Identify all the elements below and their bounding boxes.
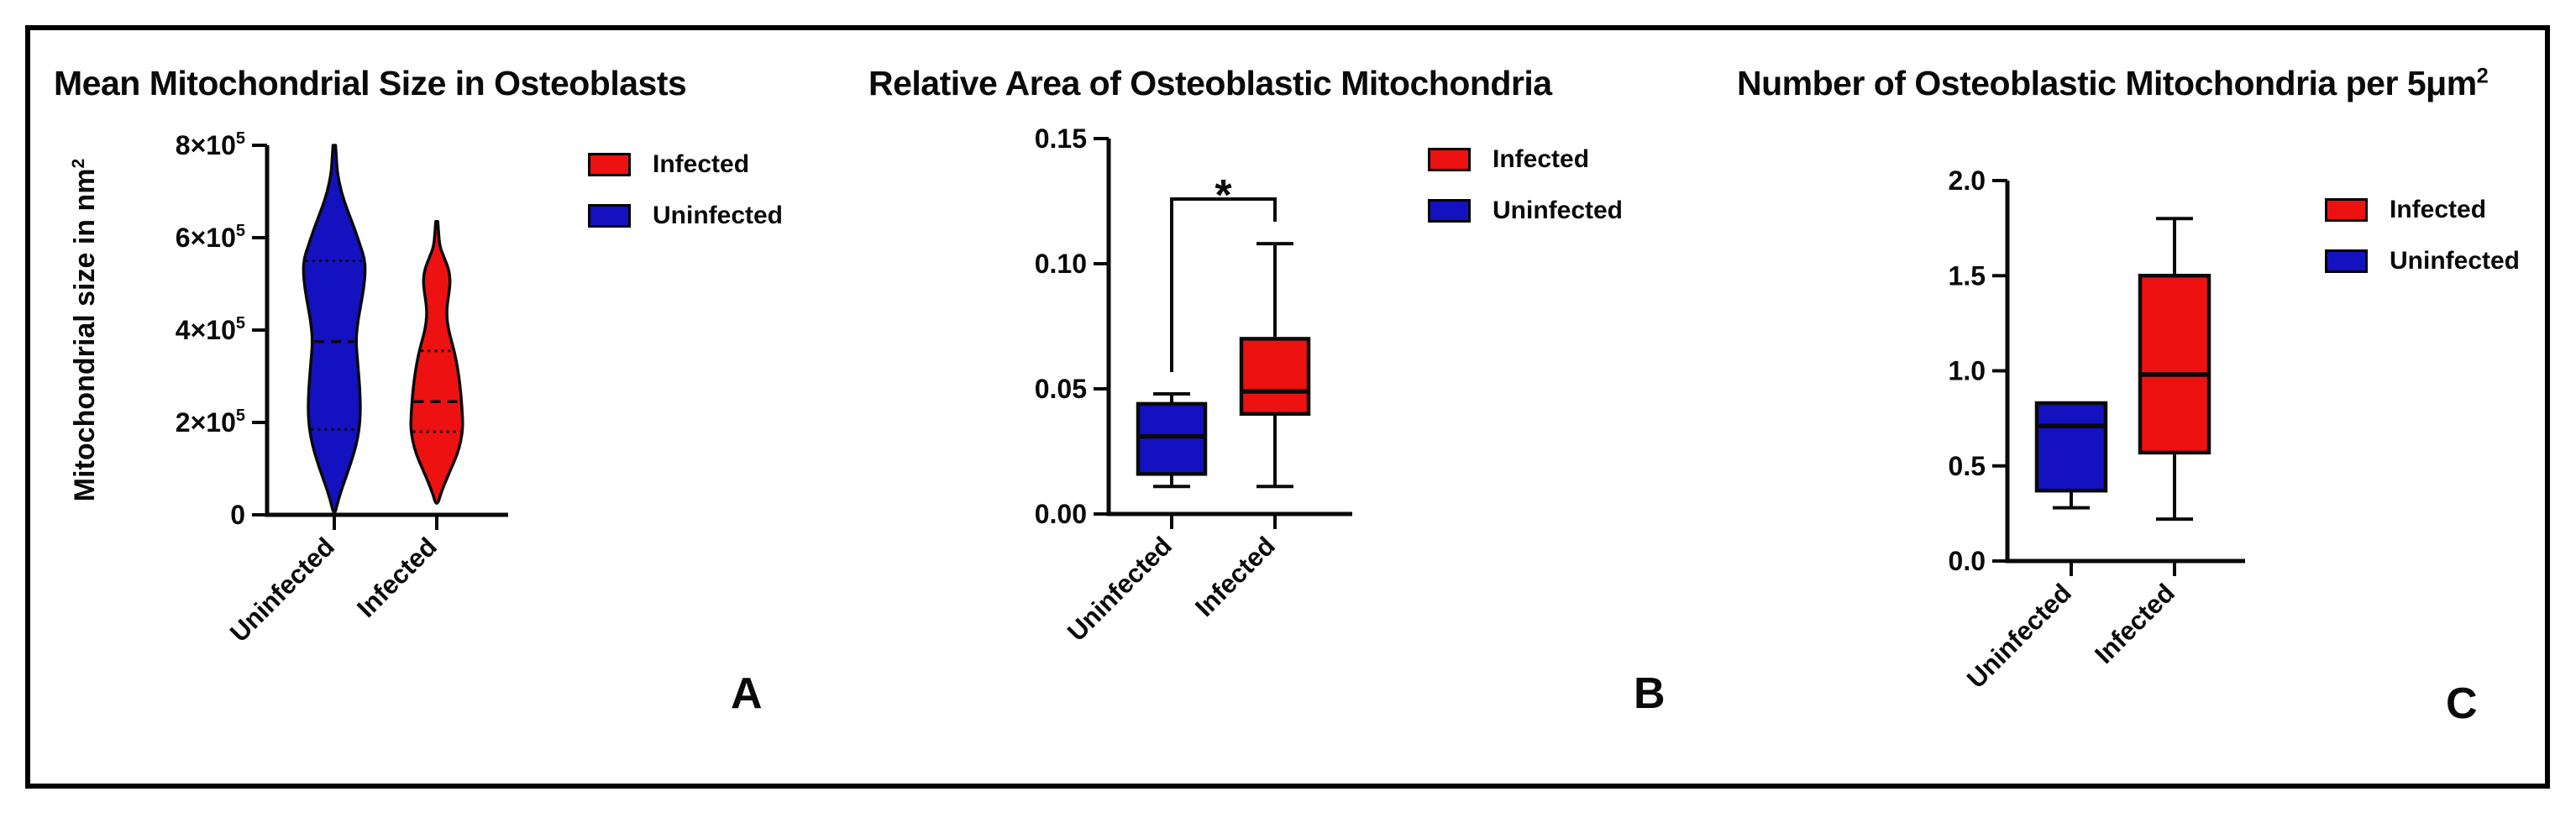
- box-uninfected: [1136, 401, 1208, 476]
- panel-c-label: C: [2446, 679, 2478, 728]
- y-tick-label: 0.10: [1035, 249, 1087, 279]
- y-axis-label: Mitochondrial size in nm2: [69, 159, 101, 501]
- panel-b-title-text: Relative Area of Osteoblastic Mitochondr…: [868, 64, 1552, 102]
- panel-b: 0.00 0.05 0.10 0.15 Uninfected Infected *: [1035, 123, 1352, 647]
- x-tick-label-uninfected: Uninfected: [1961, 578, 2077, 694]
- legend-label-infected: Infected: [1493, 145, 1590, 173]
- y-tick-label: 0.5: [1949, 451, 1986, 481]
- panel-a-title-text: Mean Mitochondrial Size in Osteoblasts: [54, 64, 687, 102]
- y-tick-label: 0.05: [1035, 374, 1087, 404]
- violin-infected: [409, 220, 464, 506]
- legend-item-infected: Infected: [1428, 145, 1623, 173]
- box-infected: [2138, 274, 2211, 455]
- y-tick-label: 2.0: [1949, 165, 1986, 196]
- legend-swatch-uninfected: [1428, 199, 1471, 223]
- panel-a-legend: Infected Uninfected: [588, 150, 784, 257]
- y-tick-label: 4×105: [176, 314, 245, 345]
- legend-item-uninfected: Uninfected: [2325, 247, 2521, 275]
- y-tick-label-sup: 5: [236, 222, 245, 240]
- legend-swatch-infected: [588, 153, 631, 176]
- legend-swatch-uninfected: [2325, 249, 2368, 273]
- y-tick-label: 1.0: [1949, 356, 1986, 386]
- legend-label-uninfected: Uninfected: [653, 202, 784, 229]
- y-tick-label-sup: 5: [236, 314, 245, 333]
- figure-border: [25, 25, 2550, 789]
- y-tick-label: 0.00: [1035, 499, 1087, 529]
- y-tick-label: 6×105: [176, 222, 245, 253]
- x-tick-label-uninfected: Uninfected: [224, 532, 340, 648]
- panel-c-legend: Infected Uninfected: [2325, 196, 2521, 302]
- x-tick-label-uninfected: Uninfected: [1062, 531, 1178, 647]
- legend-item-uninfected: Uninfected: [588, 202, 784, 229]
- panel-c-title: Number of Osteoblastic Mitochondria per …: [1737, 64, 2489, 103]
- y-tick-label: 0.0: [1949, 546, 1986, 576]
- y-tick-label-sup: 5: [236, 129, 245, 148]
- legend-swatch-uninfected: [588, 204, 631, 228]
- legend-item-uninfected: Uninfected: [1428, 197, 1624, 224]
- y-axis-label-sup: 2: [69, 159, 88, 169]
- panel-a-title: Mean Mitochondrial Size in Osteoblasts: [54, 64, 687, 103]
- x-tick-label-infected: Infected: [1189, 531, 1281, 622]
- violin-uninfected: [302, 144, 367, 515]
- y-tick-label: 1.5: [1949, 260, 1986, 291]
- box-uninfected: [2034, 401, 2108, 493]
- panel-c-title-text: Number of Osteoblastic Mitochondria per …: [1737, 64, 2477, 102]
- box-infected: [1239, 337, 1311, 417]
- y-tick-label-sup: 5: [236, 406, 245, 425]
- panel-c-title-sup: 2: [2476, 64, 2489, 88]
- legend-label-uninfected: Uninfected: [1493, 197, 1624, 224]
- y-tick-label: 0.15: [1035, 123, 1087, 154]
- legend-swatch-infected: [2325, 198, 2368, 222]
- x-tick-label-infected: Infected: [2089, 578, 2180, 669]
- x-tick-label-infected: Infected: [351, 532, 443, 623]
- y-tick-label: 0: [230, 500, 245, 530]
- legend-label-infected: Infected: [653, 150, 750, 178]
- panel-c: 0.0 0.5 1.0 1.5 2.0 Uninfected Infected: [1949, 165, 2245, 694]
- y-tick-label: 2×105: [176, 406, 245, 438]
- legend-swatch-infected: [1428, 148, 1471, 171]
- panel-b-title: Relative Area of Osteoblastic Mitochondr…: [868, 64, 1552, 103]
- panel-b-legend: Infected Uninfected: [1428, 145, 1624, 252]
- legend-item-infected: Infected: [588, 150, 783, 178]
- legend-label-infected: Infected: [2390, 196, 2487, 223]
- y-tick-label: 8×105: [176, 129, 245, 160]
- significance-star: *: [1215, 171, 1232, 220]
- panel-a: 0 2×105 4×105 6×105 8×105 Uninfected Infected M…: [69, 129, 508, 648]
- legend-label-uninfected: Uninfected: [2390, 247, 2521, 275]
- significance-bracket: [1170, 197, 1277, 372]
- panel-a-label: A: [731, 669, 763, 718]
- panel-b-label: B: [1634, 669, 1666, 718]
- legend-item-infected: Infected: [2325, 196, 2520, 223]
